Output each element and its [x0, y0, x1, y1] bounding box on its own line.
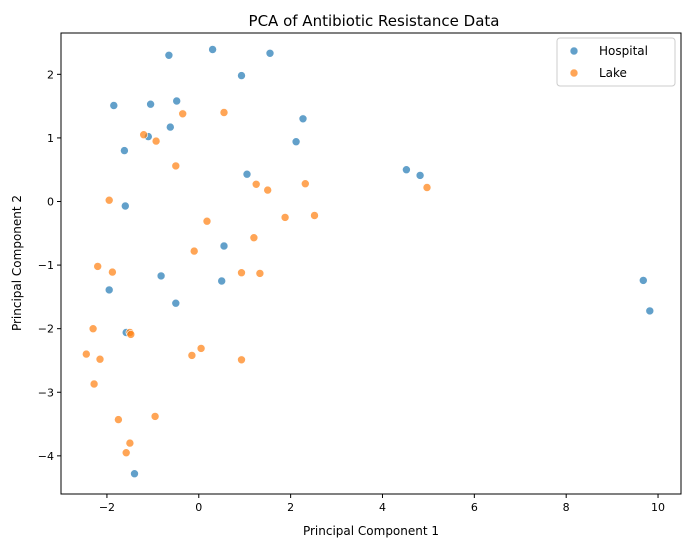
- data-point: [202, 216, 212, 226]
- y-tick-label: 1: [47, 132, 54, 145]
- data-point: [300, 179, 310, 188]
- data-point: [645, 306, 655, 316]
- data-point: [104, 285, 114, 295]
- points-layer: [82, 45, 655, 479]
- x-tick-label: −2: [99, 501, 115, 514]
- data-point: [130, 469, 139, 479]
- y-tick-label: −2: [38, 323, 54, 336]
- plot-frame: [60, 32, 682, 495]
- data-point: [82, 349, 91, 359]
- x-tick-label: 8: [563, 501, 570, 514]
- data-point: [172, 96, 181, 106]
- data-point: [249, 233, 259, 242]
- data-point: [89, 379, 99, 389]
- legend-label-lake: Lake: [599, 66, 627, 80]
- data-point: [104, 195, 114, 205]
- y-tick-label: 0: [47, 196, 54, 209]
- y-tick-label: −3: [38, 386, 54, 399]
- data-point: [237, 268, 246, 278]
- data-point: [291, 137, 301, 146]
- data-point: [166, 122, 175, 132]
- legend-marker-hospital: [569, 46, 579, 56]
- data-point: [255, 269, 265, 278]
- x-tick-label: 6: [471, 501, 478, 514]
- data-point: [242, 169, 252, 179]
- data-point: [121, 201, 130, 211]
- data-point: [151, 136, 161, 146]
- data-point: [208, 45, 217, 54]
- x-ticks: −2 0 2 4 6 8 10: [99, 494, 665, 514]
- data-point: [171, 161, 181, 171]
- data-point: [108, 267, 117, 277]
- data-point: [237, 71, 246, 80]
- x-axis-label: Principal Component 1: [303, 524, 439, 538]
- data-point: [139, 130, 148, 139]
- data-point: [150, 412, 160, 421]
- data-point: [251, 180, 261, 189]
- data-point: [638, 276, 648, 285]
- data-point: [121, 448, 131, 458]
- data-point: [88, 324, 98, 334]
- y-ticks: −4 −3 −2 −1 0 1 2: [38, 68, 61, 463]
- data-point: [187, 351, 197, 360]
- data-point: [310, 211, 319, 220]
- data-point: [164, 50, 174, 60]
- data-point: [217, 276, 226, 286]
- series-lake: [82, 108, 432, 458]
- data-point: [422, 183, 432, 192]
- x-tick-label: 4: [379, 501, 386, 514]
- y-axis-label: Principal Component 2: [10, 195, 24, 331]
- data-point: [95, 354, 105, 364]
- legend-box: [556, 37, 676, 87]
- data-point: [146, 99, 155, 109]
- data-point: [219, 241, 229, 251]
- data-point: [114, 415, 123, 424]
- x-tick-label: 10: [651, 501, 665, 514]
- data-point: [178, 109, 187, 119]
- data-point: [156, 271, 166, 281]
- x-tick-label: 2: [287, 501, 294, 514]
- data-point: [120, 146, 129, 155]
- data-point: [125, 438, 135, 448]
- data-point: [237, 355, 246, 365]
- data-point: [196, 344, 206, 353]
- data-point: [93, 262, 102, 271]
- data-point: [280, 213, 290, 222]
- y-tick-label: −1: [38, 259, 54, 272]
- data-point: [109, 101, 119, 110]
- data-point: [171, 298, 181, 308]
- data-point: [219, 108, 229, 117]
- chart-title: PCA of Antibiotic Resistance Data: [249, 12, 500, 30]
- data-point: [298, 114, 308, 124]
- y-tick-label: −4: [38, 450, 54, 463]
- data-point: [263, 185, 273, 195]
- data-point: [402, 165, 411, 174]
- legend-marker-lake: [569, 68, 579, 78]
- legend: Hospital Lake: [556, 37, 676, 87]
- y-tick-label: 2: [47, 68, 54, 81]
- data-point: [415, 171, 425, 180]
- x-tick-label: 0: [195, 501, 202, 514]
- data-point: [189, 246, 199, 256]
- data-point: [126, 330, 136, 339]
- legend-label-hospital: Hospital: [599, 44, 648, 58]
- data-point: [265, 48, 275, 58]
